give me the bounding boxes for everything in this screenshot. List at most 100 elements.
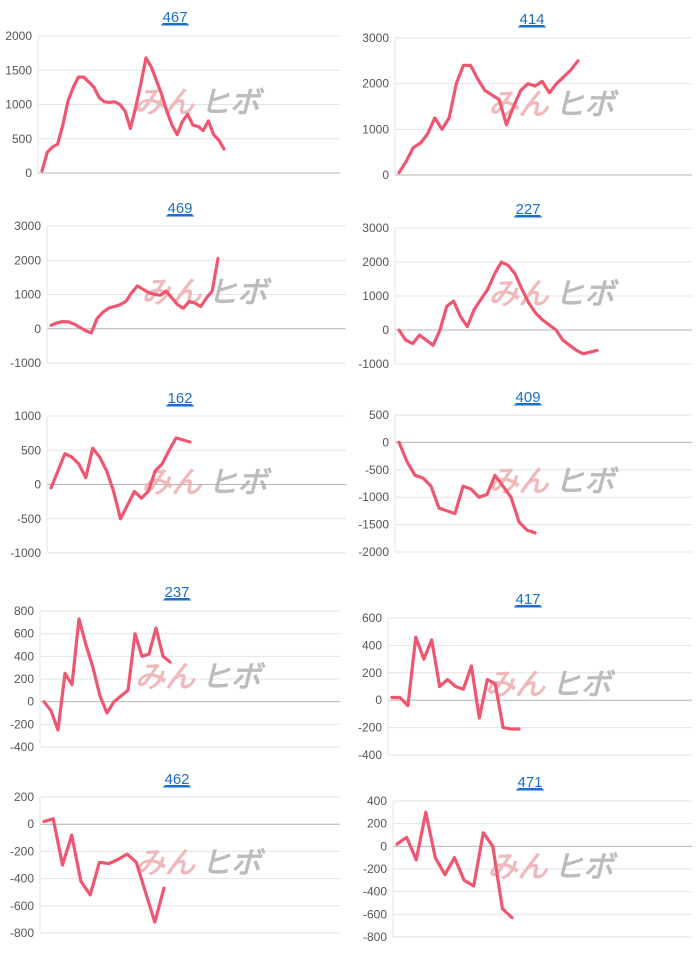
- chart-title-link[interactable]: 409: [515, 389, 540, 406]
- y-tick-label: 500: [12, 132, 32, 146]
- y-tick-label: -400: [10, 740, 34, 754]
- y-tick-label: -500: [365, 463, 389, 477]
- chart-panel: 400 200 0 -200 -400 -600 -800 みん ヒボ 471: [363, 774, 692, 944]
- y-tick-label: -500: [17, 512, 41, 526]
- y-tick-label: -400: [358, 748, 382, 762]
- chart-title-link[interactable]: 471: [517, 774, 542, 791]
- chart-panel: 200 0 -200 -400 -600 -800 みん ヒボ 462: [10, 771, 340, 940]
- y-tick-label: -200: [363, 862, 387, 876]
- y-tick-label: 200: [14, 790, 34, 804]
- y-tick-label: 2000: [14, 253, 41, 267]
- series-line: [397, 260, 599, 356]
- chart-title-link[interactable]: 414: [519, 11, 544, 28]
- chart-panel: 800 600 400 200 0 -200 -400 みん ヒボ 237: [10, 584, 340, 754]
- svg-text:ヒボ: ヒボ: [555, 277, 620, 312]
- svg-text:ヒボ: ヒボ: [554, 850, 619, 885]
- y-tick-label: 0: [382, 323, 389, 337]
- y-tick-label: 1000: [362, 122, 389, 136]
- chart-title-link[interactable]: 227: [515, 201, 540, 218]
- svg-text:ヒボ: ヒボ: [551, 668, 616, 703]
- y-tick-label: 600: [14, 627, 34, 641]
- y-tick-label: -2000: [358, 545, 389, 559]
- series-line: [42, 817, 166, 924]
- series-line: [397, 440, 537, 535]
- y-tick-label: -800: [363, 930, 387, 944]
- y-tick-label: 3000: [362, 221, 389, 235]
- y-tick-label: 400: [362, 638, 382, 652]
- y-tick-label: 0: [34, 322, 41, 336]
- y-tick-label: 0: [34, 478, 41, 492]
- svg-text:ヒボ: ヒボ: [555, 88, 620, 123]
- svg-text:ヒボ: ヒボ: [208, 276, 273, 311]
- watermark-logo: みん ヒボ: [135, 846, 266, 881]
- y-tick-label: 1000: [362, 289, 389, 303]
- y-tick-label: 2000: [362, 255, 389, 269]
- y-tick-label: 0: [25, 166, 32, 180]
- chart-panel: 1000 500 0 -500 -1000 みん ヒボ 162: [10, 390, 346, 560]
- svg-text:みん: みん: [135, 846, 196, 881]
- chart-title-link[interactable]: 467: [162, 9, 187, 26]
- y-tick-label: 1000: [14, 288, 41, 302]
- series-line: [49, 256, 220, 335]
- y-tick-label: 3000: [14, 219, 41, 233]
- y-tick-label: -1000: [358, 357, 389, 371]
- y-tick-label: -600: [363, 907, 387, 921]
- y-tick-label: 600: [362, 611, 382, 625]
- series-line: [40, 56, 226, 173]
- y-tick-label: -1000: [10, 546, 41, 560]
- chart-title-link[interactable]: 462: [164, 771, 189, 788]
- y-tick-label: -400: [363, 885, 387, 899]
- y-tick-label: 1000: [14, 409, 41, 423]
- series-line: [42, 617, 172, 732]
- y-tick-label: -200: [10, 717, 34, 731]
- chart-title-link[interactable]: 162: [167, 390, 192, 407]
- chart-title-link[interactable]: 237: [164, 584, 189, 601]
- chart-panel: 600 400 200 0 -200 -400 みん ヒボ 417: [358, 591, 692, 762]
- y-tick-label: 2000: [5, 29, 32, 43]
- svg-text:みん: みん: [489, 465, 550, 500]
- y-tick-label: 500: [21, 443, 41, 457]
- chart-panel: 3000 2000 1000 0 -1000 みん ヒボ 227: [358, 201, 692, 371]
- watermark-logo: みん ヒボ: [135, 660, 266, 695]
- y-tick-label: -1000: [10, 356, 41, 370]
- watermark-logo: みん ヒボ: [488, 850, 619, 885]
- y-tick-label: 800: [14, 604, 34, 618]
- y-tick-label: 2000: [362, 77, 389, 91]
- y-tick-label: 3000: [362, 31, 389, 45]
- chart-panel: 500 0 -500 -1000 -1500 -2000 みん ヒボ 409: [358, 389, 692, 559]
- y-tick-label: 1500: [5, 63, 32, 77]
- watermark-logo: みん ヒボ: [134, 86, 265, 121]
- series-line: [390, 635, 521, 731]
- series-line: [395, 810, 514, 920]
- svg-text:みん: みん: [135, 660, 196, 695]
- y-tick-label: 200: [362, 666, 382, 680]
- y-tick-label: 400: [367, 794, 387, 808]
- series-line: [397, 59, 580, 175]
- watermark-logo: みん ヒボ: [142, 466, 273, 501]
- chart-title-link[interactable]: 469: [167, 200, 192, 217]
- watermark-logo: みん ヒボ: [485, 668, 616, 703]
- y-tick-label: -800: [10, 926, 34, 940]
- y-tick-label: 200: [367, 817, 387, 831]
- y-tick-label: 500: [369, 408, 389, 422]
- y-tick-label: -1000: [358, 490, 389, 504]
- y-tick-label: 400: [14, 649, 34, 663]
- svg-text:ヒボ: ヒボ: [555, 465, 620, 500]
- chart-title-link[interactable]: 417: [515, 591, 540, 608]
- y-tick-label: -600: [10, 899, 34, 913]
- y-tick-label: 1000: [5, 98, 32, 112]
- y-tick-label: 0: [27, 695, 34, 709]
- y-tick-label: 0: [375, 693, 382, 707]
- watermark-logo: みん ヒボ: [489, 277, 620, 312]
- chart-panel: 2000 1500 1000 500 0 みん ヒボ 467: [5, 9, 340, 180]
- watermark-logo: みん ヒボ: [489, 465, 620, 500]
- series-line: [49, 436, 192, 521]
- y-tick-label: 0: [380, 839, 387, 853]
- y-tick-label: 0: [382, 168, 389, 182]
- y-tick-label: -400: [10, 872, 34, 886]
- y-tick-label: 200: [14, 672, 34, 686]
- svg-text:ヒボ: ヒボ: [200, 86, 265, 121]
